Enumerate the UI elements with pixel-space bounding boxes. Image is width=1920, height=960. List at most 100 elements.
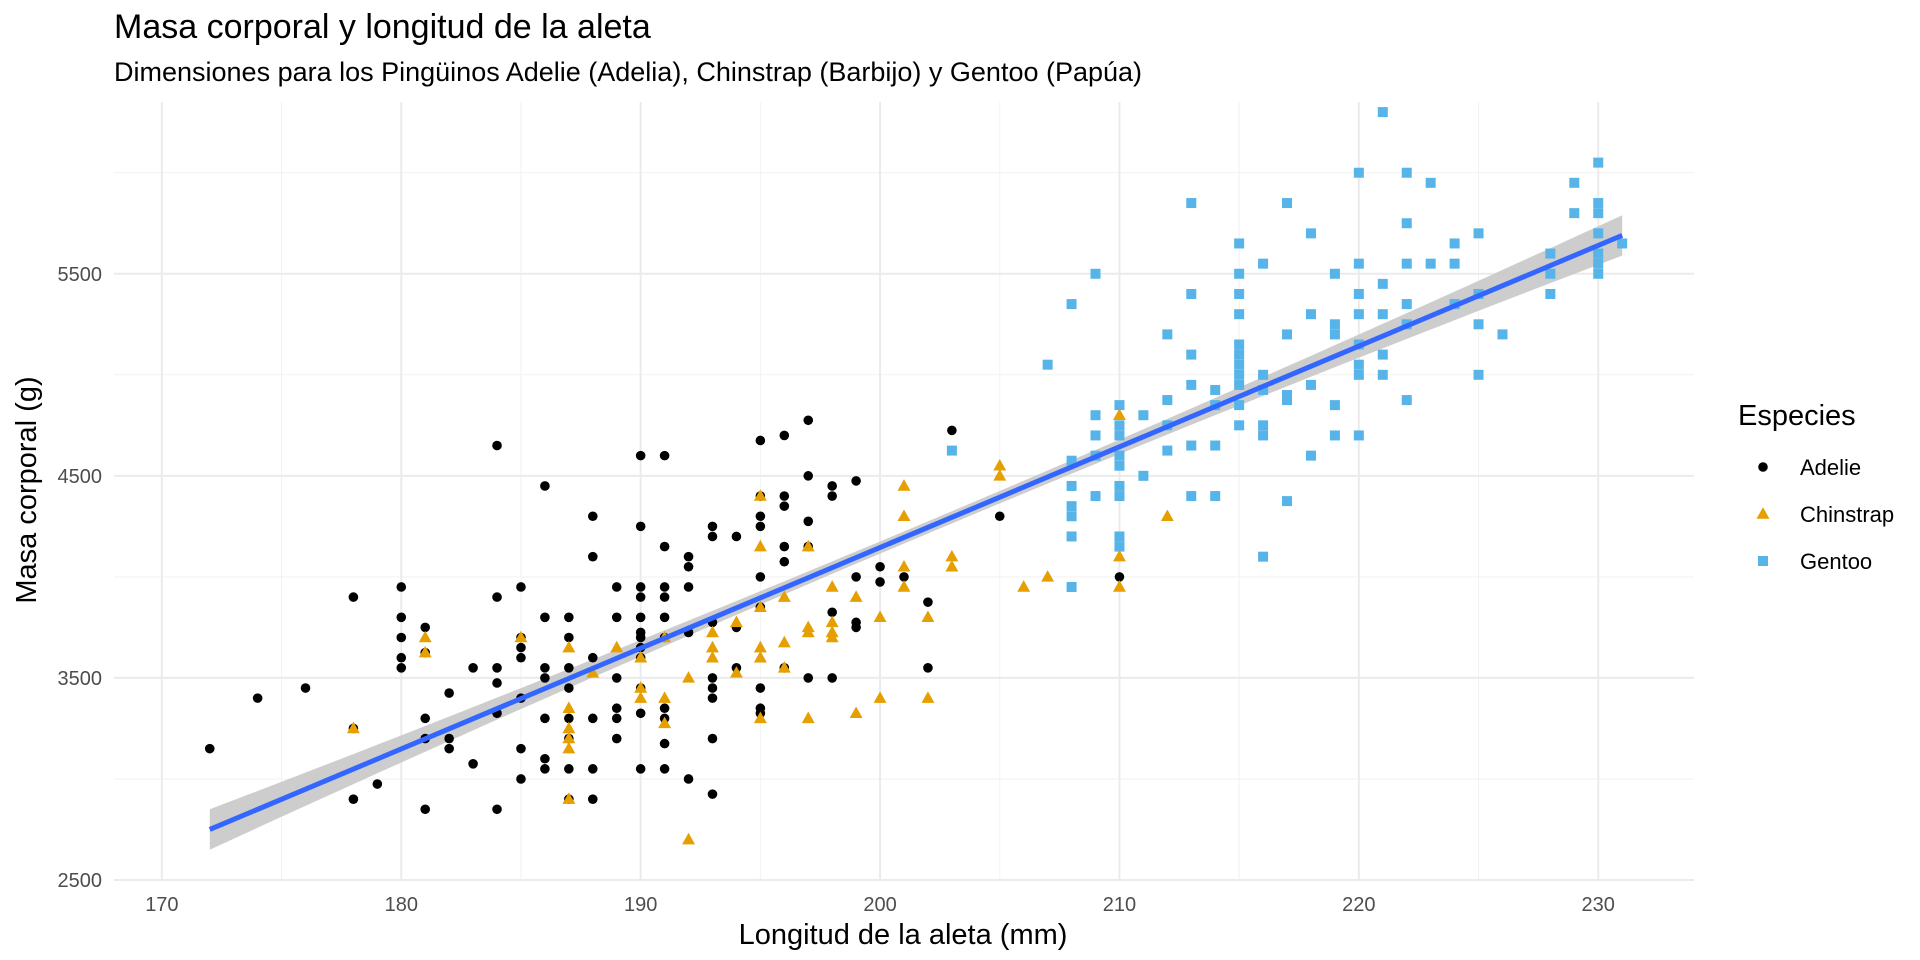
data-point [779,430,790,441]
data-point [634,650,648,663]
data-point [348,794,359,804]
x-tick-label: 190 [624,894,657,916]
data-point [753,539,767,552]
data-point [1066,299,1077,310]
data-point [1114,531,1125,542]
data-point [1162,445,1173,456]
data-point [1449,258,1460,269]
data-point [1353,167,1364,178]
data-point [827,673,837,683]
data-point [683,582,694,592]
data-point [1353,258,1364,269]
data-point [849,706,863,719]
data-point [1258,420,1269,431]
data-point [1401,299,1412,310]
data-point [682,671,696,683]
data-point [564,764,574,774]
data-point [635,592,646,602]
data-point [897,509,911,522]
data-point [1234,268,1245,279]
data-point [1425,177,1436,188]
data-point [1066,511,1077,522]
data-point [1090,430,1101,441]
data-point [396,652,407,663]
data-point [1066,531,1077,542]
data-point [610,640,624,653]
data-point [1329,319,1340,330]
data-point [1114,480,1125,491]
data-point [1114,460,1125,471]
data-point [1473,228,1484,239]
data-point [753,711,767,724]
data-point [1210,384,1221,395]
data-point [707,733,718,744]
data-point [1593,268,1604,279]
data-point [348,592,359,602]
x-axis-ticks: 170 180 190 200 210 220 230 [145,894,1615,916]
data-point [635,764,646,774]
data-point [683,774,694,784]
data-point [492,663,502,673]
legend: Especies Adelie Chinstrap Gentoo [1738,400,1894,574]
data-point [1425,258,1436,269]
data-point [1234,238,1245,249]
data-point [1234,359,1245,370]
data-point [849,590,863,602]
data-point [420,804,431,815]
data-point [1329,400,1340,411]
data-point [658,691,672,703]
data-point [468,759,478,769]
data-point [1305,309,1316,320]
data-point [897,479,911,491]
data-point [731,531,742,542]
data-point [659,738,670,749]
data-point [562,721,576,734]
x-tick-label: 220 [1342,894,1375,916]
data-point [1234,349,1245,360]
data-point [396,632,407,643]
data-point [851,476,861,486]
data-point [300,683,311,693]
data-point [418,630,432,643]
data-point [1353,430,1364,441]
data-point [1593,157,1604,168]
data-point [825,580,839,592]
data-point [1114,541,1125,552]
data-point [801,625,815,638]
data-point [562,792,576,804]
data-point [587,794,598,804]
data-point [1114,450,1125,461]
data-point [1282,390,1293,401]
data-point [1186,349,1197,360]
data-point [825,630,839,643]
legend-item-gentoo: Gentoo [1758,549,1872,574]
data-point [540,764,550,774]
data-point [1112,549,1126,562]
data-point [753,600,767,612]
data-point [1329,329,1340,340]
data-point [1569,177,1580,188]
x-axis-title: Longitud de la aleta (mm) [739,919,1068,951]
data-point [492,440,502,451]
data-point [873,691,887,703]
x-tick-label: 180 [385,894,418,916]
y-tick-label: 2500 [58,870,103,892]
data-point [1617,238,1628,249]
data-point [611,713,622,724]
data-point [1305,379,1316,390]
data-point [1186,379,1197,390]
data-point [1234,369,1245,380]
x-tick-label: 210 [1103,894,1136,916]
legend-item-adelie: Adelie [1758,455,1861,480]
data-point [564,663,574,673]
data-point [1162,395,1173,406]
data-point [659,592,670,602]
data-point [1593,258,1604,269]
series-chinstrap [346,408,1174,845]
data-point [1258,369,1269,380]
data-point [1042,359,1053,370]
data-point [562,731,576,744]
data-point [1090,268,1101,279]
data-point [921,691,935,703]
